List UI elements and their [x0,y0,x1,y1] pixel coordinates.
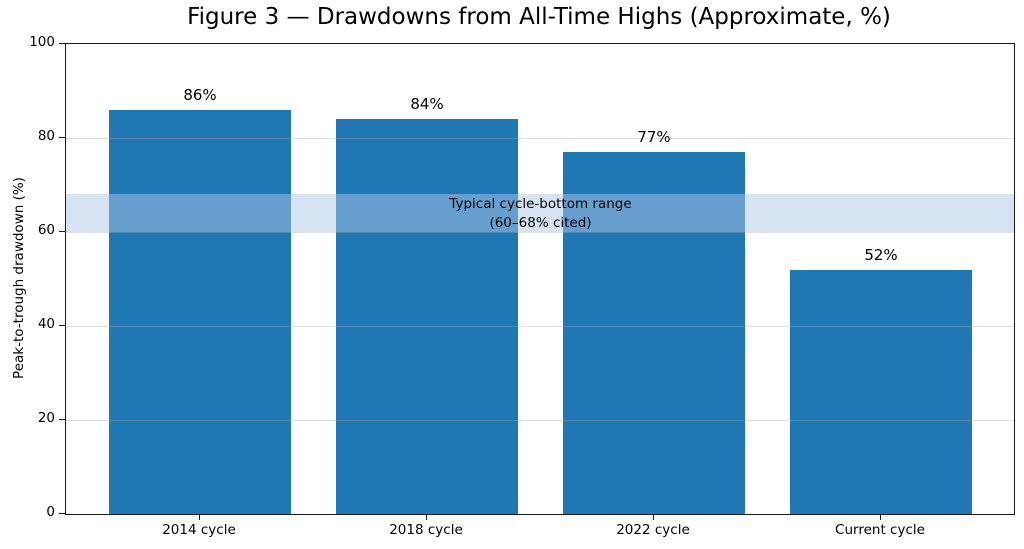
y-tick-mark-40 [59,324,65,326]
cycle-bottom-band [66,194,1014,232]
gridline-40 [66,326,1014,327]
bar-2018-cycle [336,119,518,514]
band-annotation-line2: (60–68% cited) [489,215,592,232]
bar-value-label: 84% [410,95,444,114]
y-tick-mark-20 [59,418,65,420]
y-tick-label-100: 100 [29,34,55,50]
band-annotation: Typical cycle-bottom range (60–68% cited) [449,195,631,233]
y-tick-mark-60 [59,230,65,232]
y-tick-label-40: 40 [37,316,55,332]
chart-title: Figure 3 — Drawdowns from All-Time Highs… [187,4,891,30]
gridline-60 [66,232,1014,233]
y-tick-mark-80 [59,136,65,138]
bar-2014-cycle [109,109,291,514]
bar-current-cycle [790,269,972,514]
y-tick-label-60: 60 [37,222,55,238]
gridline-80 [66,138,1014,139]
x-tick-label-1: 2018 cycle [389,522,463,538]
y-tick-label-80: 80 [37,128,55,144]
x-tick-label-0: 2014 cycle [162,522,236,538]
x-tick-mark-3 [879,514,881,520]
y-axis-label: Peak-to-trough drawdown (%) [11,177,27,379]
band-annotation-line1: Typical cycle-bottom range [449,196,632,213]
y-tick-mark-100 [59,42,65,44]
y-tick-label-0: 0 [46,504,55,520]
plot-area: 86% 84% 77% 52% Typical cycle-bottom range (6… [65,43,1015,515]
bar-value-label: 52% [864,245,898,264]
bar-value-label: 77% [637,128,671,147]
x-tick-mark-0 [198,514,200,520]
y-tick-label-20: 20 [37,410,55,426]
x-tick-mark-1 [425,514,427,520]
y-tick-mark-0 [59,512,65,514]
x-tick-mark-2 [652,514,654,520]
bar-value-label: 86% [183,85,217,104]
gridline-20 [66,420,1014,421]
x-tick-label-2: 2022 cycle [616,522,690,538]
x-tick-label-3: Current cycle [835,522,925,538]
